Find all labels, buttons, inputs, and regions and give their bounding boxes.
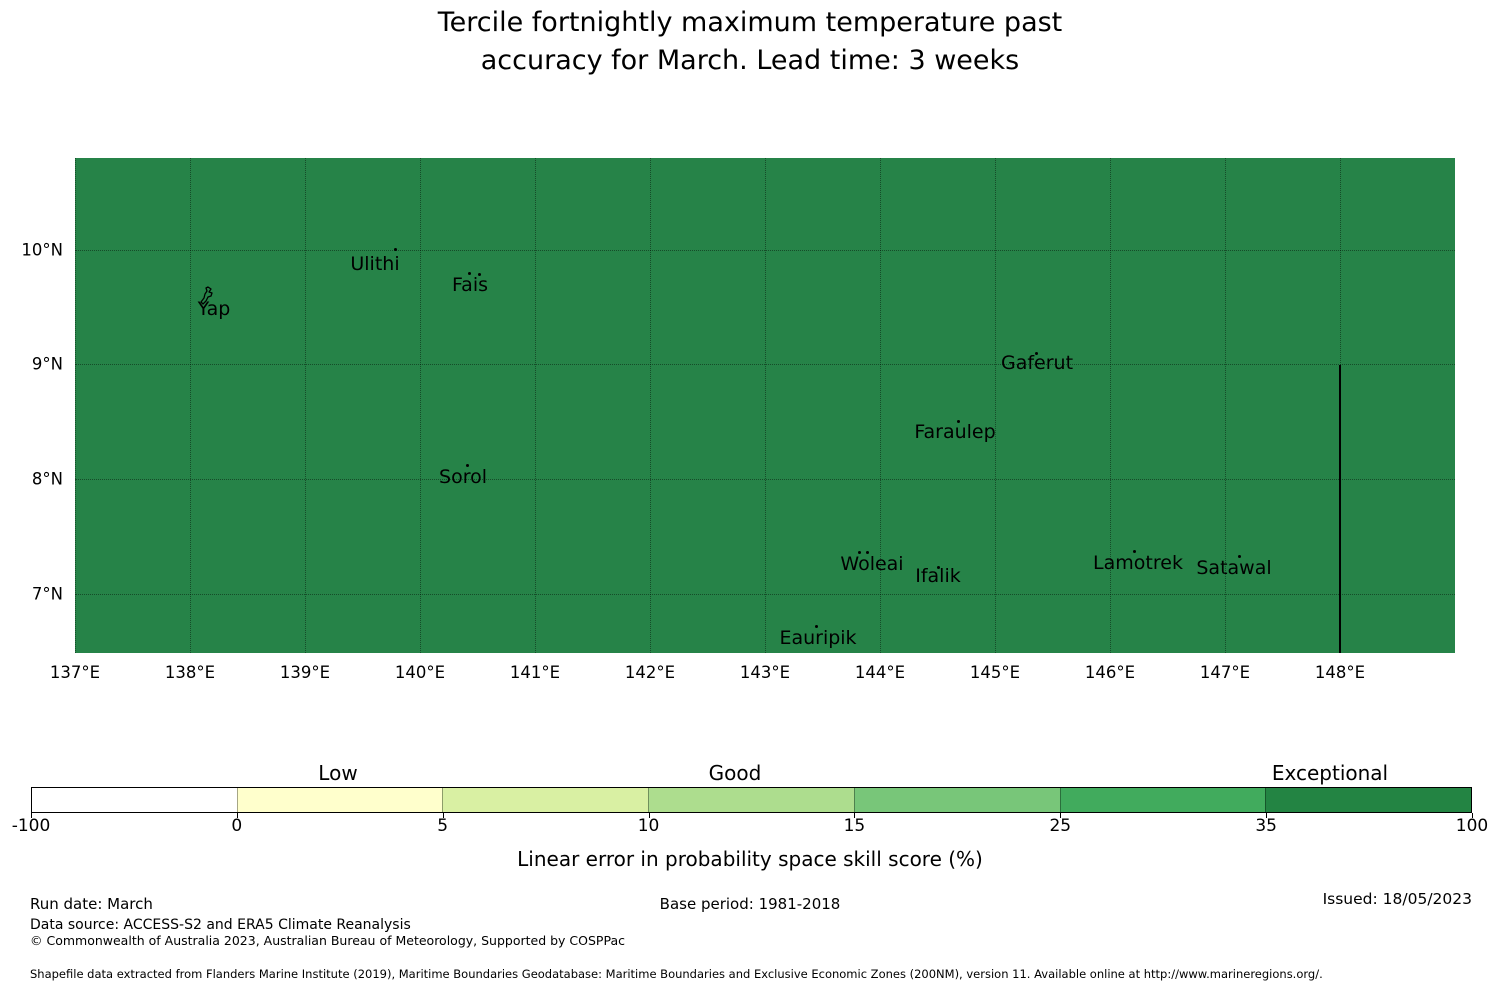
longitude-gridline xyxy=(880,158,881,653)
island-dot-woleai xyxy=(858,551,861,554)
colorbar-tick xyxy=(31,813,32,818)
colorbar-tick-label: 35 xyxy=(1255,816,1277,836)
island-label-eauripik: Eauripik xyxy=(779,627,857,649)
x-axis-tick-label: 144°E xyxy=(854,663,906,682)
longitude-gridline xyxy=(995,158,996,653)
colorbar-tick-label: 25 xyxy=(1049,816,1072,836)
latitude-gridline xyxy=(75,594,1455,595)
figure-title-line1: Tercile fortnightly maximum temperature … xyxy=(437,7,1063,38)
colorbar-tick xyxy=(1266,813,1268,818)
island-dot-fais xyxy=(468,272,471,275)
base-period-text: Base period: 1981-2018 xyxy=(659,895,841,913)
colorbar-segment-0 xyxy=(32,788,237,812)
issued-date-text: Issued: 18/05/2023 xyxy=(1322,890,1472,908)
copyright-text: © Commonwealth of Australia 2023, Austra… xyxy=(30,933,625,948)
map-plot-area: Yap Ulithi Fais Sorol Gaferut Faraulep Woleai I… xyxy=(75,158,1455,653)
colorbar-tick-label: 15 xyxy=(843,816,866,836)
island-dot-gaferut xyxy=(1035,352,1038,355)
island-label-satawal: Satawal xyxy=(1196,557,1272,579)
x-axis-tick-label: 146°E xyxy=(1084,663,1136,682)
island-dot-ulithi xyxy=(394,248,397,251)
island-dot-faraulep xyxy=(957,420,960,423)
colorbar-tick-label: 10 xyxy=(637,816,660,836)
colorbar-category-good: Good xyxy=(708,761,762,785)
longitude-gridline xyxy=(765,158,766,653)
x-axis-tick-label: 147°E xyxy=(1199,663,1251,682)
island-dot-ifalik xyxy=(937,566,940,569)
longitude-gridline xyxy=(305,158,306,653)
island-label-woleai: Woleai xyxy=(840,553,904,575)
y-axis-tick-label: 7°N xyxy=(31,584,63,604)
x-axis-tick-label: 141°E xyxy=(509,663,561,682)
island-dot-woleai xyxy=(866,551,869,554)
island-dot-fais xyxy=(478,273,481,276)
longitude-gridline xyxy=(535,158,536,653)
island-label-faraulep: Faraulep xyxy=(914,421,996,443)
latitude-gridline xyxy=(75,479,1455,480)
longitude-gridline xyxy=(190,158,191,653)
colorbar-tick-label: 0 xyxy=(231,816,243,836)
y-axis-tick-label: 8°N xyxy=(31,469,63,489)
longitude-gridline xyxy=(1110,158,1111,653)
colorbar-axis-label: Linear error in probability space skill … xyxy=(517,847,983,871)
longitude-gridline xyxy=(75,158,76,653)
run-date-text: Run date: March xyxy=(30,895,153,913)
colorbar-segment-5 xyxy=(1059,788,1266,812)
island-dot-lamotrek xyxy=(1133,550,1136,553)
island-label-yap: Yap xyxy=(197,298,231,320)
island-dot-eauripik xyxy=(815,625,818,628)
x-axis-tick-label: 143°E xyxy=(739,663,791,682)
island-label-gaferut: Gaferut xyxy=(1000,352,1074,374)
x-axis-tick-label: 145°E xyxy=(969,663,1021,682)
x-axis-tick-label: 140°E xyxy=(394,663,446,682)
island-label-lamotrek: Lamotrek xyxy=(1093,552,1183,574)
colorbar xyxy=(31,787,1472,813)
x-axis-tick-label: 139°E xyxy=(279,663,331,682)
colorbar-segment-2 xyxy=(442,788,649,812)
colorbar-tick xyxy=(236,813,238,818)
latitude-gridline xyxy=(75,364,1455,365)
data-source-text: Data source: ACCESS-S2 and ERA5 Climate … xyxy=(30,917,411,933)
longitude-gridline xyxy=(650,158,651,653)
colorbar-segment-6 xyxy=(1265,788,1472,812)
colorbar-segment-4 xyxy=(853,788,1060,812)
island-label-ifalik: Ifalik xyxy=(915,565,961,587)
colorbar-category-low: Low xyxy=(318,761,358,785)
island-label-ulithi: Ulithi xyxy=(350,253,400,275)
yap-island-shape xyxy=(200,286,213,305)
shapefile-note-text: Shapefile data extracted from Flanders M… xyxy=(30,967,1323,981)
latitude-gridline xyxy=(75,250,1455,251)
x-axis-tick-label: 142°E xyxy=(624,663,676,682)
eez-boundary-line xyxy=(1339,365,1341,653)
colorbar-tick xyxy=(1060,813,1062,818)
colorbar-category-exceptional: Exceptional xyxy=(1271,761,1389,785)
colorbar-tick-label: 100 xyxy=(1455,816,1489,836)
island-dot-satawal xyxy=(1238,555,1241,558)
longitude-gridline xyxy=(1225,158,1226,653)
island-label-sorol: Sorol xyxy=(439,466,487,488)
colorbar-tick-label: 5 xyxy=(437,816,449,836)
y-axis-tick-label: 9°N xyxy=(31,354,63,374)
colorbar-tick xyxy=(854,813,856,818)
x-axis-tick-label: 138°E xyxy=(164,663,216,682)
figure-title: Tercile fortnightly maximum temperature … xyxy=(438,4,1063,80)
x-axis-tick-label: 137°E xyxy=(49,663,101,682)
colorbar-tick xyxy=(442,813,444,818)
y-axis-tick-label: 10°N xyxy=(21,240,63,260)
island-dot-sorol xyxy=(466,464,469,467)
colorbar-segment-1 xyxy=(236,788,443,812)
figure-title-line2: accuracy for March. Lead time: 3 weeks xyxy=(480,45,1020,76)
colorbar-segment-3 xyxy=(648,788,854,812)
x-axis-tick-label: 148°E xyxy=(1314,663,1366,682)
colorbar-tick-label: -100 xyxy=(11,816,51,836)
longitude-gridline xyxy=(420,158,421,653)
colorbar-tick xyxy=(648,813,650,818)
island-label-fais: Fais xyxy=(451,274,489,296)
colorbar-tick xyxy=(1472,813,1473,818)
